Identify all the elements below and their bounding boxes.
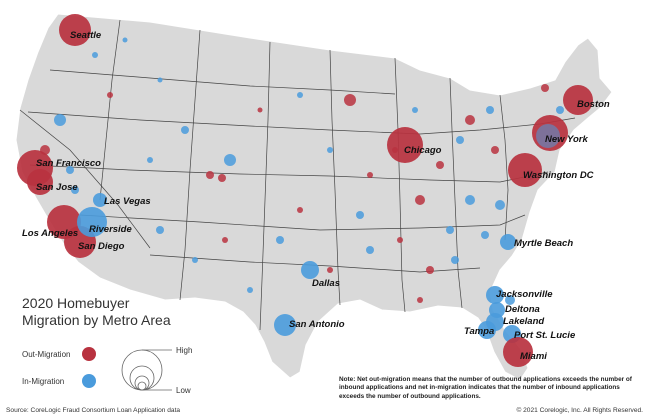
label-tampa: Tampa bbox=[464, 326, 494, 337]
label-san-francisco: San Francisco bbox=[36, 158, 101, 169]
label-lakeland: Lakeland bbox=[503, 316, 544, 327]
legend-out-label: Out-Migration bbox=[22, 350, 71, 359]
bubble-dallas bbox=[301, 261, 319, 279]
map-title: 2020 Homebuyer Migration by Metro Area bbox=[22, 295, 171, 329]
bubble-miami bbox=[503, 337, 533, 367]
legend-in-dot bbox=[82, 374, 96, 388]
bubble-myrtle-beach bbox=[500, 234, 516, 250]
bubble-jacksonville bbox=[486, 286, 504, 304]
footer-source: Source: CoreLogic Fraud Consortium Loan … bbox=[6, 407, 181, 414]
bubble-tampa bbox=[478, 321, 496, 339]
title-line-2: Migration by Metro Area bbox=[22, 312, 171, 328]
label-chicago: Chicago bbox=[404, 145, 442, 156]
legend-high-label: High bbox=[176, 346, 193, 355]
bubble-seattle bbox=[59, 14, 91, 46]
small-dots bbox=[40, 37, 564, 305]
label-new-york: New York bbox=[545, 134, 588, 145]
legend-out-dot bbox=[82, 347, 96, 361]
label-deltona: Deltona bbox=[505, 304, 540, 315]
city-labels: Seattle San Francisco San Jose Los Angel… bbox=[22, 30, 610, 362]
bubble-san-antonio bbox=[274, 314, 296, 336]
label-los-angeles: Los Angeles bbox=[22, 228, 78, 239]
city-bubbles bbox=[17, 14, 593, 367]
label-boston: Boston bbox=[577, 99, 610, 110]
legend-in-label: In-Migration bbox=[22, 377, 65, 386]
footer-copyright: © 2021 Corelogic, Inc. All Rights Reserv… bbox=[516, 407, 643, 414]
label-san-jose: San Jose bbox=[36, 182, 78, 193]
legend-low-label: Low bbox=[176, 386, 191, 395]
state-borders bbox=[19, 19, 576, 331]
label-riverside: Riverside bbox=[89, 224, 132, 235]
bubble-new-york-in bbox=[536, 124, 560, 148]
label-port-st-lucie: Port St. Lucie bbox=[514, 330, 576, 341]
label-las-vegas: Las Vegas bbox=[104, 196, 151, 207]
bubble-boston bbox=[563, 85, 593, 115]
label-jacksonville: Jacksonville bbox=[496, 289, 553, 300]
label-myrtle-beach: Myrtle Beach bbox=[514, 238, 573, 249]
label-dallas: Dallas bbox=[312, 278, 340, 289]
bubble-san-jose bbox=[27, 169, 53, 195]
migration-note: Note: Net out-migration means that the n… bbox=[339, 376, 632, 400]
label-miami: Miami bbox=[520, 351, 547, 362]
bubble-chicago bbox=[387, 127, 423, 163]
us-mainland-shape bbox=[15, 13, 613, 381]
label-san-antonio: San Antonio bbox=[289, 319, 345, 330]
bubble-washington-dc bbox=[508, 153, 542, 187]
label-washington-dc: Washington DC bbox=[523, 170, 594, 181]
size-legend bbox=[121, 349, 172, 391]
bubble-las-vegas bbox=[93, 193, 107, 207]
bubble-riverside bbox=[77, 207, 107, 237]
label-seattle: Seattle bbox=[70, 30, 102, 41]
title-line-1: 2020 Homebuyer bbox=[22, 295, 130, 311]
label-san-diego: San Diego bbox=[78, 241, 125, 252]
